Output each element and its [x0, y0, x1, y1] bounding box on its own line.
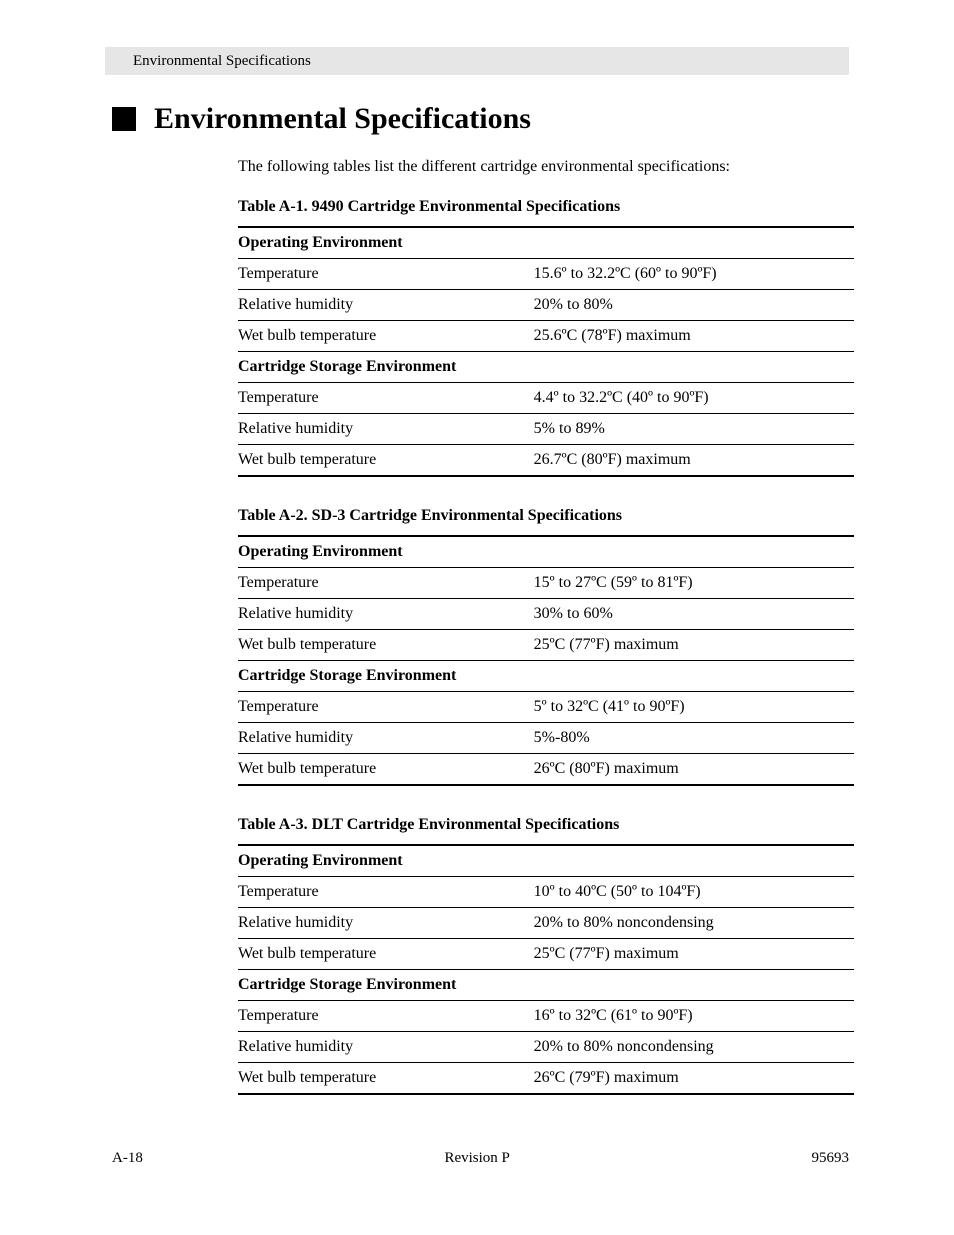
section-title-row: Environmental Specifications: [112, 102, 849, 136]
cell-label: Wet bulb temperature: [238, 321, 534, 352]
group-heading: Cartridge Storage Environment: [238, 661, 854, 692]
table-row: Relative humidity30% to 60%: [238, 599, 854, 630]
footer-revision: Revision P: [444, 1150, 509, 1167]
cell-label: Temperature: [238, 259, 534, 290]
cell-label: Temperature: [238, 1001, 534, 1032]
table-row: Wet bulb temperature25ºC (77ºF) maximum: [238, 630, 854, 661]
table-row: Wet bulb temperature26ºC (80ºF) maximum: [238, 754, 854, 786]
table-title: Table A-3. DLT Cartridge Environmental S…: [238, 816, 854, 834]
cell-value: 30% to 60%: [534, 599, 854, 630]
table-row: Relative humidity20% to 80% noncondensin…: [238, 908, 854, 939]
table-row: Temperature4.4º to 32.2ºC (40º to 90ºF): [238, 383, 854, 414]
table-row: Relative humidity5% to 89%: [238, 414, 854, 445]
cell-label: Relative humidity: [238, 1032, 534, 1063]
cell-label: Wet bulb temperature: [238, 630, 534, 661]
cell-label: Wet bulb temperature: [238, 1063, 534, 1095]
cell-label: Relative humidity: [238, 290, 534, 321]
section-title: Environmental Specifications: [154, 102, 531, 136]
table-row: Operating Environment: [238, 536, 854, 568]
table-row: Wet bulb temperature26.7ºC (80ºF) maximu…: [238, 445, 854, 477]
cell-value: 15.6º to 32.2ºC (60º to 90ºF): [534, 259, 854, 290]
group-heading: Cartridge Storage Environment: [238, 970, 854, 1001]
table-title: Table A-1. 9490 Cartridge Environmental …: [238, 198, 854, 216]
cell-label: Wet bulb temperature: [238, 754, 534, 786]
table-row: Temperature15.6º to 32.2ºC (60º to 90ºF): [238, 259, 854, 290]
section-intro: The following tables list the different …: [238, 158, 849, 176]
cell-value: 20% to 80% noncondensing: [534, 1032, 854, 1063]
cell-value: 20% to 80%: [534, 290, 854, 321]
footer-page: A-18: [112, 1150, 143, 1167]
group-heading: Operating Environment: [238, 536, 854, 568]
cell-value: 26ºC (80ºF) maximum: [534, 754, 854, 786]
table-a2: Table A-2. SD-3 Cartridge Environmental …: [238, 507, 854, 786]
cell-value: 25ºC (77ºF) maximum: [534, 630, 854, 661]
spec-table: Operating Environment Temperature15.6º t…: [238, 226, 854, 477]
table-row: Operating Environment: [238, 227, 854, 259]
cell-label: Wet bulb temperature: [238, 445, 534, 477]
cell-value: 10º to 40ºC (50º to 104ºF): [534, 877, 854, 908]
table-row: Operating Environment: [238, 845, 854, 877]
cell-value: 20% to 80% noncondensing: [534, 908, 854, 939]
cell-label: Relative humidity: [238, 908, 534, 939]
table-row: Wet bulb temperature25.6ºC (78ºF) maximu…: [238, 321, 854, 352]
cell-label: Temperature: [238, 568, 534, 599]
group-heading: Operating Environment: [238, 845, 854, 877]
running-header-text: Environmental Specifications: [133, 53, 311, 70]
cell-label: Temperature: [238, 692, 534, 723]
cell-label: Temperature: [238, 383, 534, 414]
cell-label: Temperature: [238, 877, 534, 908]
table-row: Temperature16º to 32ºC (61º to 90ºF): [238, 1001, 854, 1032]
spec-table: Operating Environment Temperature10º to …: [238, 844, 854, 1095]
cell-value: 5% to 89%: [534, 414, 854, 445]
cell-value: 5%-80%: [534, 723, 854, 754]
table-row: Temperature15º to 27ºC (59º to 81ºF): [238, 568, 854, 599]
cell-label: Relative humidity: [238, 723, 534, 754]
table-row: Wet bulb temperature25ºC (77ºF) maximum: [238, 939, 854, 970]
table-row: Temperature10º to 40ºC (50º to 104ºF): [238, 877, 854, 908]
spec-table: Operating Environment Temperature15º to …: [238, 535, 854, 786]
table-row: Relative humidity20% to 80% noncondensin…: [238, 1032, 854, 1063]
table-a1: Table A-1. 9490 Cartridge Environmental …: [238, 198, 854, 477]
page-footer: A-18 Revision P 95693: [112, 1150, 849, 1167]
table-row: Cartridge Storage Environment: [238, 352, 854, 383]
cell-value: 26ºC (79ºF) maximum: [534, 1063, 854, 1095]
table-row: Relative humidity5%-80%: [238, 723, 854, 754]
running-header: Environmental Specifications: [105, 47, 849, 75]
table-row: Relative humidity20% to 80%: [238, 290, 854, 321]
group-heading: Operating Environment: [238, 227, 854, 259]
cell-value: 5º to 32ºC (41º to 90ºF): [534, 692, 854, 723]
table-row: Wet bulb temperature26ºC (79ºF) maximum: [238, 1063, 854, 1095]
cell-label: Relative humidity: [238, 599, 534, 630]
footer-docnum: 95693: [811, 1150, 849, 1167]
table-a3: Table A-3. DLT Cartridge Environmental S…: [238, 816, 854, 1095]
page-content: Environmental Specifications The followi…: [112, 102, 849, 1125]
section-marker-icon: [112, 107, 136, 131]
group-heading: Cartridge Storage Environment: [238, 352, 854, 383]
cell-value: 15º to 27ºC (59º to 81ºF): [534, 568, 854, 599]
cell-value: 25.6ºC (78ºF) maximum: [534, 321, 854, 352]
cell-label: Relative humidity: [238, 414, 534, 445]
cell-value: 4.4º to 32.2ºC (40º to 90ºF): [534, 383, 854, 414]
cell-value: 26.7ºC (80ºF) maximum: [534, 445, 854, 477]
table-row: Cartridge Storage Environment: [238, 970, 854, 1001]
cell-label: Wet bulb temperature: [238, 939, 534, 970]
cell-value: 16º to 32ºC (61º to 90ºF): [534, 1001, 854, 1032]
table-row: Cartridge Storage Environment: [238, 661, 854, 692]
table-row: Temperature5º to 32ºC (41º to 90ºF): [238, 692, 854, 723]
cell-value: 25ºC (77ºF) maximum: [534, 939, 854, 970]
table-title: Table A-2. SD-3 Cartridge Environmental …: [238, 507, 854, 525]
